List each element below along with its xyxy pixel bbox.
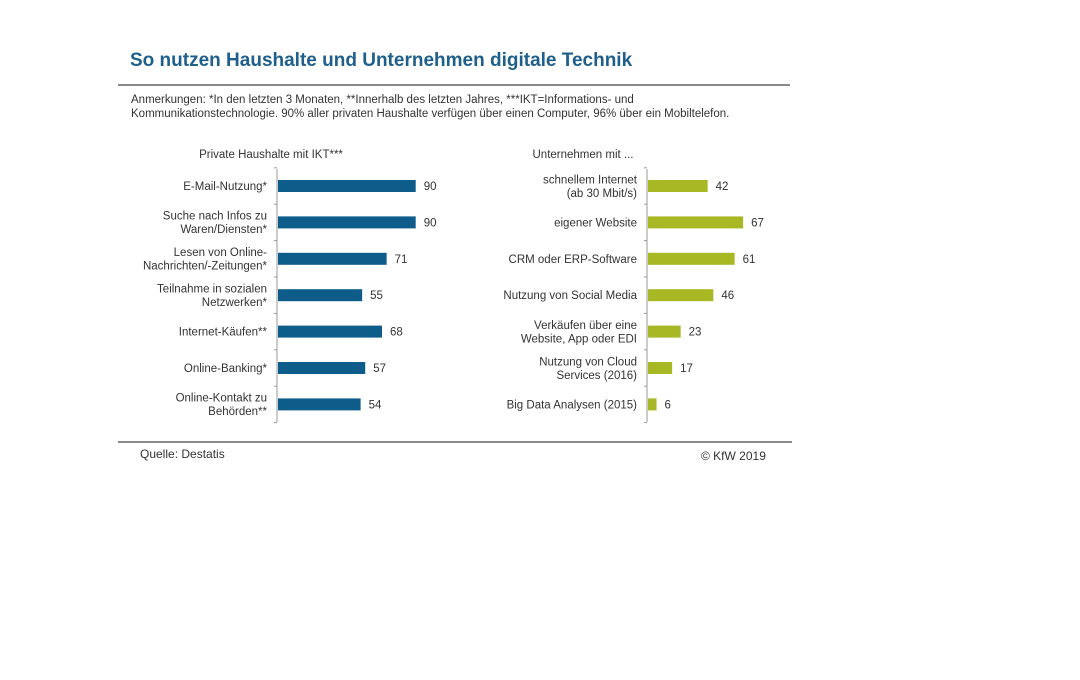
- footnote-line-1: Anmerkungen: *In den letzten 3 Monaten, …: [131, 94, 634, 106]
- company-bar: [648, 398, 657, 411]
- household-bar: [278, 325, 383, 338]
- household-category-label-line: E-Mail-Nutzung*: [183, 181, 267, 193]
- company-value-label: 6: [665, 399, 671, 411]
- company-category-label-line: Website, App oder EDI: [521, 333, 637, 345]
- household-category-label-line: Suche nach Infos zu: [163, 211, 267, 223]
- household-bar: [278, 398, 361, 411]
- household-value-label: 71: [395, 254, 408, 266]
- company-category-label-line: (ab 30 Mbit/s): [567, 188, 637, 200]
- household-category-label: Online-Kontakt zu Behörden**: [176, 393, 268, 419]
- company-category-label-line: eigener Website: [554, 217, 637, 229]
- company-category-label: CRM oder ERP-Software: [509, 254, 637, 266]
- household-category-label-line: Online-Banking*: [184, 363, 268, 375]
- source-note: Quelle: Destatis: [140, 447, 225, 461]
- chart-title: So nutzen Haushalte und Unternehmen digi…: [130, 50, 633, 71]
- company-category-label: eigener Website: [554, 217, 637, 229]
- household-category-label: Teilnahme in sozialen Netzwerken*: [157, 283, 267, 309]
- company-category-label-line: Services (2016): [556, 370, 637, 382]
- copyright-note: © KfW 2019: [701, 449, 766, 463]
- company-bar: [648, 180, 708, 192]
- company-category-label-line: CRM oder ERP-Software: [509, 254, 637, 266]
- company-category-label: Nutzung von Social Media: [503, 290, 637, 302]
- household-value-label: 90: [424, 217, 437, 229]
- household-category-label: Online-Banking*: [184, 363, 268, 375]
- household-category-label-line: Behörden**: [208, 406, 267, 418]
- company-value-label: 61: [743, 254, 756, 266]
- household-value-label: 68: [390, 327, 403, 339]
- top-divider: [118, 84, 790, 86]
- footnote-line-2: Kommunikationstechnologie. 90% aller pri…: [131, 108, 730, 120]
- household-category-label-line: Online-Kontakt zu: [176, 393, 267, 405]
- household-category-label: Suche nach Infos zu Waren/Diensten*: [163, 211, 268, 237]
- household-value-label: 55: [370, 290, 383, 302]
- household-category-label-line: Nachrichten/-Zeitungen*: [143, 261, 268, 273]
- household-bar: [278, 252, 387, 265]
- household-category-label: Internet-Käufen**: [179, 327, 268, 339]
- company-category-label: Verkäufen über eine Website, App oder EDI: [521, 320, 637, 346]
- household-chart-title: Private Haushalte mit IKT***: [199, 149, 343, 161]
- company-value-label: 67: [751, 217, 764, 229]
- company-category-label-line: Nutzung von Cloud: [539, 356, 637, 368]
- company-bar: [648, 362, 673, 374]
- household-category-label-line: Internet-Käufen**: [179, 327, 268, 339]
- company-category-label-line: Nutzung von Social Media: [503, 290, 637, 302]
- company-value-label: 17: [680, 363, 693, 375]
- footnotes: Anmerkungen: *In den letzten 3 Monaten, …: [131, 93, 791, 121]
- household-bar: [278, 216, 416, 229]
- household-value-label: 54: [369, 399, 382, 411]
- company-bar: [648, 289, 714, 302]
- household-bar: [278, 180, 416, 192]
- company-category-label: Nutzung von Cloud Services (2016): [539, 356, 637, 382]
- company-bar: [648, 216, 744, 229]
- company-chart-title: Unternehmen mit ...: [533, 149, 634, 161]
- company-category-label: schnellem Internet (ab 30 Mbit/s): [543, 174, 638, 200]
- household-category-label: E-Mail-Nutzung*: [183, 181, 267, 193]
- household-value-label: 90: [424, 181, 437, 193]
- company-category-label-line: schnellem Internet: [543, 174, 638, 186]
- company-category-label: Big Data Analysen (2015): [507, 399, 638, 411]
- bottom-divider: [118, 441, 792, 443]
- company-bar: [648, 252, 735, 265]
- company-chart: Unternehmen mit ... 42 schnellem Internet (…: [503, 149, 764, 424]
- company-value-label: 23: [689, 327, 702, 339]
- household-bar: [278, 362, 366, 374]
- company-value-label: 42: [716, 181, 729, 193]
- household-category-label-line: Lesen von Online-: [174, 247, 268, 259]
- household-category-label-line: Teilnahme in sozialen: [157, 283, 267, 295]
- company-category-label-line: Verkäufen über eine: [534, 320, 637, 332]
- household-category-label-line: Netzwerken*: [202, 297, 268, 309]
- company-bar: [648, 325, 681, 338]
- household-bar: [278, 289, 363, 302]
- company-category-label-line: Big Data Analysen (2015): [507, 399, 638, 411]
- company-value-label: 46: [721, 290, 734, 302]
- household-value-label: 57: [373, 363, 386, 375]
- household-category-label: Lesen von Online- Nachrichten/-Zeitungen*: [143, 247, 268, 273]
- household-chart: Private Haushalte mit IKT*** 90 E-Mail-Nut…: [143, 149, 437, 424]
- household-category-label-line: Waren/Diensten*: [180, 224, 267, 236]
